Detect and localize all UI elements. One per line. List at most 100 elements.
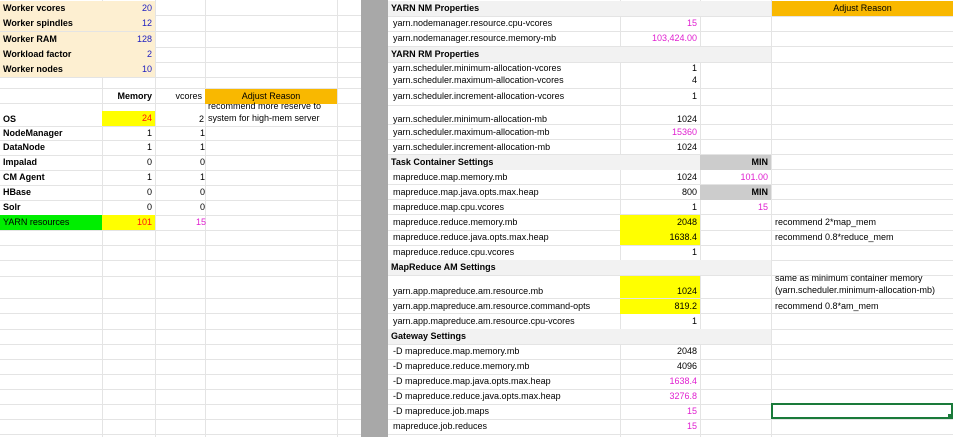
resource-row-vcores[interactable]: 0	[200, 187, 206, 197]
worker-spindles-value[interactable]: 12	[102, 16, 155, 31]
min-label-vcores[interactable]: MIN	[700, 185, 771, 200]
adjust-reason-header[interactable]: Adjust Reason	[205, 89, 337, 104]
resource-row-vcores[interactable]: 1	[200, 128, 206, 138]
property-value[interactable]: 15	[686, 18, 697, 28]
property-value[interactable]: 15	[686, 406, 697, 416]
property-key[interactable]: yarn.scheduler.minimum-allocation-vcores	[393, 63, 562, 73]
property-value[interactable]: 1	[691, 316, 697, 326]
property-key[interactable]: yarn.scheduler.minimum-allocation-mb	[393, 114, 548, 124]
worker-nodes-label[interactable]: Worker nodes	[0, 62, 102, 77]
min-memory-value[interactable]: 101.00	[740, 172, 768, 182]
worker-spindles-label[interactable]: Worker spindles	[0, 16, 102, 31]
yarn-resources-memory[interactable]: 101	[102, 215, 155, 230]
adjust-note[interactable]: recommend 0.8*reduce_mem	[775, 232, 894, 242]
resource-row-label[interactable]: Solr	[3, 202, 21, 212]
property-value[interactable]: 2048	[620, 215, 700, 230]
resource-row-label[interactable]: HBase	[3, 187, 32, 197]
property-value[interactable]: 1024	[676, 114, 697, 124]
property-key[interactable]: yarn.app.mapreduce.am.resource.mb	[393, 286, 544, 296]
am-section-header[interactable]: MapReduce AM Settings	[388, 260, 771, 275]
property-key[interactable]: yarn.scheduler.increment-allocation-vcor…	[393, 91, 565, 101]
adjust-note[interactable]: recommend 0.8*am_mem	[775, 301, 879, 311]
worker-vcores-label[interactable]: Worker vcores	[0, 1, 102, 16]
property-value[interactable]: 1	[691, 202, 697, 212]
resource-row-vcores[interactable]: 0	[200, 157, 206, 167]
gateway-section-header[interactable]: Gateway Settings	[388, 329, 771, 344]
resource-row-vcores[interactable]: 1	[200, 142, 206, 152]
resource-row-label[interactable]: OS	[3, 114, 17, 124]
task-section-header[interactable]: Task Container Settings	[388, 155, 700, 170]
min-label[interactable]: MIN	[700, 155, 771, 170]
resource-row-label[interactable]: DataNode	[3, 142, 46, 152]
property-key[interactable]: mapreduce.reduce.memory.mb	[393, 217, 518, 227]
property-value[interactable]: 1638.4	[669, 376, 697, 386]
property-key[interactable]: -D mapreduce.job.maps	[393, 406, 490, 416]
property-value[interactable]: 1024	[676, 142, 697, 152]
adjust-note[interactable]: recommend 2*map_mem	[775, 217, 877, 227]
property-value[interactable]: 1024	[676, 172, 697, 182]
property-value[interactable]: 819.2	[620, 299, 700, 314]
nm-section-header[interactable]: YARN NM Properties	[388, 1, 771, 16]
property-key[interactable]: yarn.scheduler.increment-allocation-mb	[393, 142, 551, 152]
yarn-resources-label[interactable]: YARN resources	[0, 215, 102, 230]
resource-row-memory[interactable]: 0	[146, 187, 152, 197]
property-key[interactable]: mapreduce.map.memory.mb	[393, 172, 508, 182]
os-vcores-value[interactable]: 2	[198, 114, 204, 124]
property-value[interactable]: 1638.4	[620, 230, 700, 245]
property-key[interactable]: -D mapreduce.reduce.java.opts.max.heap	[393, 391, 561, 401]
os-memory-value[interactable]: 24	[102, 111, 155, 126]
selected-cell[interactable]	[771, 403, 953, 419]
property-value[interactable]: 3276.8	[669, 391, 697, 401]
resource-row-label[interactable]: Impalad	[3, 157, 38, 167]
property-key[interactable]: yarn.app.mapreduce.am.resource.command-o…	[393, 301, 591, 311]
resource-row-vcores[interactable]: 1	[200, 172, 206, 182]
property-value[interactable]: 2048	[676, 346, 697, 356]
resource-row-memory[interactable]: 0	[146, 157, 152, 167]
resource-row-label[interactable]: NodeManager	[3, 128, 63, 138]
resource-row-memory[interactable]: 0	[146, 202, 152, 212]
property-value[interactable]: 1	[691, 247, 697, 257]
property-key[interactable]: mapreduce.job.reduces	[393, 421, 488, 431]
property-value[interactable]: 4	[691, 75, 697, 85]
property-value[interactable]: 1024	[620, 276, 700, 298]
adjust-reason-header-right[interactable]: Adjust Reason	[772, 1, 953, 16]
property-value[interactable]: 15360	[671, 127, 697, 137]
property-value[interactable]: 1	[691, 63, 697, 73]
property-key[interactable]: yarn.app.mapreduce.am.resource.cpu-vcore…	[393, 316, 575, 326]
property-key[interactable]: mapreduce.reduce.java.opts.max.heap	[393, 232, 549, 242]
property-key[interactable]: yarn.scheduler.maximum-allocation-vcores	[393, 75, 564, 85]
resource-row-memory[interactable]: 1	[146, 172, 152, 182]
property-key[interactable]: -D mapreduce.map.java.opts.max.heap	[393, 376, 551, 386]
property-key[interactable]: -D mapreduce.map.memory.mb	[393, 346, 520, 356]
property-key[interactable]: yarn.scheduler.maximum-allocation-mb	[393, 127, 550, 137]
fill-handle[interactable]	[948, 414, 953, 419]
property-key[interactable]: mapreduce.map.java.opts.max.heap	[393, 187, 539, 197]
workload-factor-value[interactable]: 2	[102, 47, 155, 62]
property-value[interactable]: 800	[681, 187, 697, 197]
property-value[interactable]: 4096	[676, 361, 697, 371]
os-note-line2[interactable]: system for high-mem server	[208, 113, 320, 123]
property-key[interactable]: mapreduce.map.cpu.vcores	[393, 202, 505, 212]
resource-row-vcores[interactable]: 0	[200, 202, 206, 212]
min-vcores-value[interactable]: 15	[757, 202, 768, 212]
memory-header[interactable]: Memory	[117, 91, 152, 101]
property-value[interactable]: 1	[691, 91, 697, 101]
adjust-note[interactable]: same as minimum container memory	[775, 273, 923, 283]
os-note-line1[interactable]: recommend more reserve to	[208, 101, 322, 111]
adjust-note[interactable]: (yarn.scheduler.minimum-allocation-mb)	[775, 285, 936, 295]
worker-ram-value[interactable]: 128	[102, 32, 155, 47]
property-key[interactable]: -D mapreduce.reduce.memory.mb	[393, 361, 530, 371]
vcores-header[interactable]: vcores	[175, 91, 202, 101]
yarn-resources-vcores[interactable]: 15	[196, 217, 207, 227]
worker-nodes-value[interactable]: 10	[102, 62, 155, 77]
property-value[interactable]: 103,424.00	[651, 33, 697, 43]
worker-ram-label[interactable]: Worker RAM	[0, 32, 102, 47]
resource-row-label[interactable]: CM Agent	[3, 172, 45, 182]
workload-factor-label[interactable]: Workload factor	[0, 47, 102, 62]
resource-row-memory[interactable]: 1	[146, 142, 152, 152]
property-value[interactable]: 15	[686, 421, 697, 431]
rm-section-header[interactable]: YARN RM Properties	[388, 47, 771, 62]
resource-row-memory[interactable]: 1	[146, 128, 152, 138]
worker-vcores-value[interactable]: 20	[102, 1, 155, 16]
property-key[interactable]: mapreduce.reduce.cpu.vcores	[393, 247, 515, 257]
